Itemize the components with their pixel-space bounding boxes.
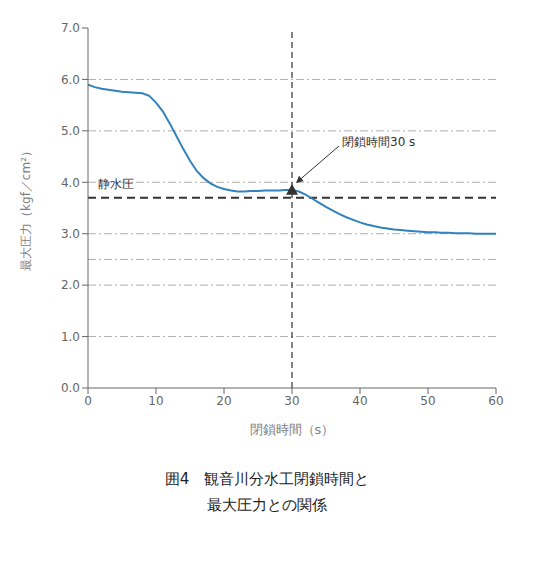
svg-text:最大圧力（kgf／cm²）: 最大圧力（kgf／cm²） — [19, 145, 33, 271]
svg-text:1.0: 1.0 — [61, 330, 80, 344]
svg-text:閉鎖時間（s）: 閉鎖時間（s） — [250, 422, 335, 437]
svg-text:30: 30 — [284, 394, 299, 408]
svg-text:0.0: 0.0 — [61, 381, 80, 395]
svg-text:20: 20 — [216, 394, 231, 408]
svg-text:40: 40 — [352, 394, 367, 408]
svg-text:10: 10 — [148, 394, 163, 408]
svg-text:3.0: 3.0 — [61, 227, 80, 241]
svg-text:7.0: 7.0 — [61, 21, 80, 35]
html-text:囲4 観音川分水工閉鎖時間と: 囲4 観音川分水工閉鎖時間と — [164, 470, 370, 488]
svg-text:5.0: 5.0 — [61, 124, 80, 138]
svg-text:0: 0 — [84, 394, 92, 408]
svg-text:閉鎖時間30 s: 閉鎖時間30 s — [342, 135, 415, 149]
svg-text:2.0: 2.0 — [61, 278, 80, 292]
svg-text:50: 50 — [420, 394, 435, 408]
html-text:最大圧力との関係: 最大圧力との関係 — [207, 496, 327, 514]
svg-text:4.0: 4.0 — [61, 176, 80, 190]
svg-text:6.0: 6.0 — [61, 73, 80, 87]
svg-text:静水圧: 静水圧 — [98, 177, 134, 191]
svg-text:60: 60 — [488, 394, 503, 408]
